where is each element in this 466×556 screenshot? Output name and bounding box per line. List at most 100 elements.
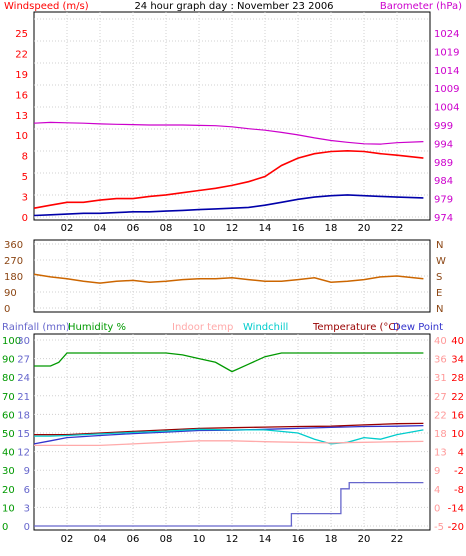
- direction-compass-label: W: [436, 256, 446, 267]
- barometer-tick-label: 1009: [434, 84, 459, 95]
- temperature-outer-tick-label: 40: [451, 336, 464, 347]
- temperature-line: [34, 422, 424, 436]
- rainfall-tick-label: 21: [17, 392, 30, 403]
- wind-hour-label: 06: [127, 223, 140, 234]
- barometer-tick-label: 1024: [434, 29, 459, 40]
- humidity-tick-label: 100: [2, 336, 21, 347]
- temperature-outer-tick-label: 22: [451, 392, 464, 403]
- windspeed-tick-label: 19: [15, 70, 28, 81]
- windspeed-tick-label: 0: [22, 213, 28, 224]
- temperature-hour-label: 14: [259, 534, 272, 545]
- temperature-hour-label: 22: [391, 534, 404, 545]
- temperature-outer-tick-label: 4: [458, 448, 464, 459]
- temperature-inner-tick-label: 22: [434, 410, 447, 421]
- direction-degree-label: 90: [4, 288, 17, 299]
- wind-hour-label: 12: [226, 223, 239, 234]
- wind-gust-line: [33, 149, 424, 209]
- humidity-tick-label: 90: [2, 355, 15, 366]
- windspeed-tick-label: 22: [15, 49, 28, 60]
- humidity-tick-label: 30: [2, 466, 15, 477]
- temperature-inner-tick-label: 13: [434, 448, 447, 459]
- humidity-tick-label: 20: [2, 485, 15, 496]
- dew-point-line: [33, 424, 424, 445]
- temperature-inner-tick-label: 0: [434, 503, 440, 514]
- windchill-line: [34, 428, 424, 445]
- rainfall-tick-label: 6: [24, 485, 30, 496]
- windspeed-tick-label: 10: [15, 131, 28, 142]
- temperature-hour-label: 02: [61, 534, 74, 545]
- temperature-hour-label: 20: [358, 534, 371, 545]
- temperature-inner-tick-label: 18: [434, 429, 447, 440]
- barometer-tick-label: 979: [434, 195, 453, 206]
- series-header-windchill: Windchill: [243, 322, 288, 333]
- temperature-inner-tick-label: 31: [434, 373, 447, 384]
- temperature-outer-tick-label: -14: [448, 503, 464, 514]
- barometer-tick-label: 999: [434, 121, 453, 132]
- humidity-tick-label: 80: [2, 373, 15, 384]
- temperature-outer-tick-label: -2: [454, 466, 464, 477]
- temperature-outer-tick-label: -8: [454, 485, 464, 496]
- rainfall-line: [34, 481, 424, 527]
- wind-hour-label: 20: [358, 223, 371, 234]
- direction-compass-label: N: [436, 240, 443, 251]
- wind-direction-line: [33, 273, 424, 284]
- barometer-tick-label: 1004: [434, 103, 459, 114]
- rainfall-tick-label: 15: [17, 429, 30, 440]
- direction-compass-label: S: [436, 272, 442, 283]
- rainfall-tick-label: 18: [17, 410, 30, 421]
- temperature-hour-label: 12: [226, 534, 239, 545]
- wind-hour-label: 08: [160, 223, 173, 234]
- humidity-tick-label: 60: [2, 410, 15, 421]
- humidity-tick-label: 50: [2, 429, 15, 440]
- wind-hour-label: 18: [325, 223, 338, 234]
- rainfall-tick-label: 0: [24, 522, 30, 533]
- wind-chart-title: 24 hour graph day : November 23 2006: [134, 1, 333, 12]
- direction-degree-label: 180: [4, 272, 23, 283]
- direction-degree-label: 360: [4, 240, 23, 251]
- temperature-panel-frame: [33, 333, 431, 531]
- wind-axis-title: Windspeed (m/s): [4, 1, 89, 12]
- humidity-tick-label: 10: [2, 503, 15, 514]
- wind-average-line: [33, 194, 424, 217]
- temperature-inner-tick-label: 4: [434, 485, 440, 496]
- temperature-outer-tick-label: 16: [451, 410, 464, 421]
- temperature-inner-tick-label: 40: [434, 336, 447, 347]
- windspeed-tick-label: 13: [15, 111, 28, 122]
- barometer-tick-label: 1019: [434, 47, 459, 58]
- temperature-hour-label: 18: [325, 534, 338, 545]
- barometer-axis-title: Barometer (hPa): [380, 1, 462, 12]
- series-header-humidity: Humidity %: [68, 322, 126, 333]
- wind-hour-label: 02: [61, 223, 74, 234]
- windspeed-tick-label: 16: [15, 90, 28, 101]
- wind-hour-label: 22: [391, 223, 404, 234]
- temperature-outer-tick-label: -20: [448, 522, 464, 533]
- series-header-indoor_temp: Indoor temp: [172, 322, 233, 333]
- direction-compass-label: N: [436, 304, 443, 315]
- temperature-inner-tick-label: 36: [434, 355, 447, 366]
- windspeed-tick-label: 8: [22, 152, 28, 163]
- rainfall-tick-label: 30: [17, 336, 30, 347]
- humidity-tick-label: 40: [2, 448, 15, 459]
- wind-hour-label: 04: [94, 223, 107, 234]
- wind-hour-label: 14: [259, 223, 272, 234]
- temperature-hour-label: 06: [127, 534, 140, 545]
- direction-degree-label: 0: [4, 304, 10, 315]
- rainfall-tick-label: 27: [17, 355, 30, 366]
- wind-hour-label: 16: [292, 223, 305, 234]
- indoor-temp-line: [34, 440, 424, 447]
- temperature-outer-tick-label: 34: [451, 355, 464, 366]
- barometer-line: [33, 121, 424, 145]
- direction-degree-label: 270: [4, 256, 23, 267]
- temperature-outer-tick-label: 10: [451, 429, 464, 440]
- windspeed-tick-label: 3: [22, 193, 28, 204]
- series-header-dew_point: Dew Point: [393, 322, 443, 333]
- humidity-tick-label: 70: [2, 392, 15, 403]
- humidity-line: [34, 352, 424, 373]
- wind-hour-label: 10: [193, 223, 206, 234]
- humidity-tick-label: 0: [2, 522, 8, 533]
- rainfall-tick-label: 12: [17, 448, 30, 459]
- temperature-hour-label: 16: [292, 534, 305, 545]
- rainfall-tick-label: 3: [24, 503, 30, 514]
- direction-compass-label: E: [436, 288, 442, 299]
